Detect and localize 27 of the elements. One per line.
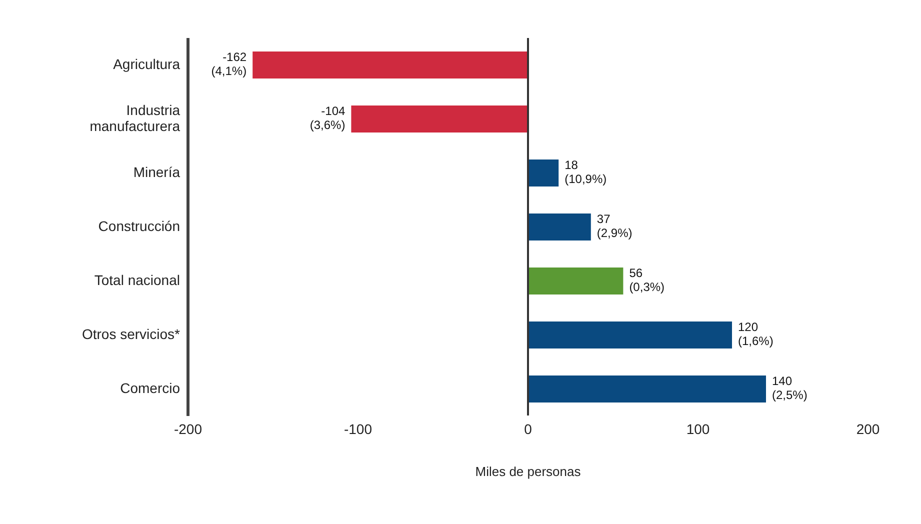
- x-tick-label: -100: [344, 420, 372, 437]
- bar: [528, 268, 624, 294]
- y-tick-label: Industria manufacturera: [90, 102, 180, 134]
- x-tick-label: -200: [174, 420, 202, 437]
- x-tick-label: 0: [524, 420, 532, 437]
- x-tick-label: 200: [856, 420, 880, 437]
- bar: [528, 160, 559, 186]
- x-axis-title: Miles de personas: [475, 464, 582, 479]
- data-label: -104 (3,6%): [310, 104, 346, 132]
- bar: [252, 52, 528, 78]
- y-tick-label: Comercio: [120, 380, 180, 396]
- bar: [528, 214, 591, 240]
- x-tick-label: 100: [686, 420, 710, 437]
- y-tick-label: Total nacional: [94, 272, 180, 288]
- bar: [528, 376, 766, 402]
- data-label: -162 (4,1%): [211, 50, 247, 78]
- data-label: 140 (2,5%): [772, 374, 808, 402]
- y-tick-label: Minería: [133, 164, 180, 180]
- data-label: 18 (10,9%): [564, 158, 607, 186]
- data-label: 37 (2,9%): [596, 212, 632, 240]
- data-label: 56 (0,3%): [629, 266, 665, 294]
- y-tick-label: Construcción: [98, 218, 180, 234]
- y-tick-label: Agricultura: [113, 56, 180, 72]
- data-label: 120 (1,6%): [738, 320, 774, 348]
- y-tick-label: Otros servicios*: [82, 326, 181, 342]
- bar: [351, 106, 528, 132]
- bar: [528, 322, 732, 348]
